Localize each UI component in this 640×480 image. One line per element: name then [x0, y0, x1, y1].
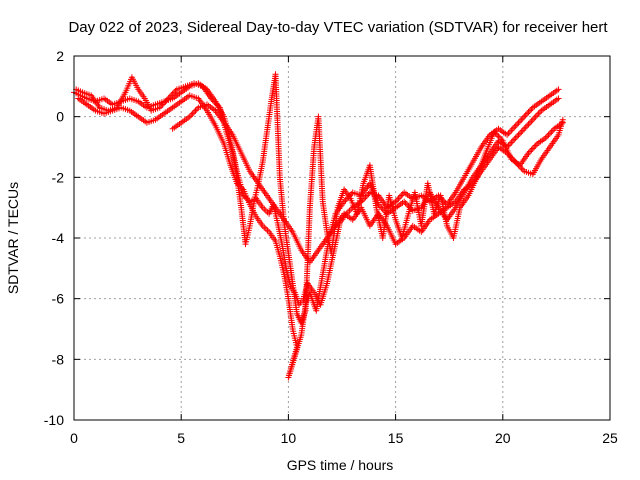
data-point-s2	[555, 95, 562, 102]
data-point-s1	[545, 131, 552, 138]
data-point-s2	[524, 122, 531, 129]
data-point-s1	[528, 147, 535, 154]
data-point-s2	[519, 127, 526, 134]
data-point-s3	[188, 112, 195, 119]
data-point-s0	[519, 115, 526, 122]
data-point-s2	[522, 124, 529, 131]
x-axis-label: GPS time / hours	[287, 457, 394, 473]
y-tick-label: -10	[44, 412, 64, 428]
data-point-s1	[532, 142, 539, 149]
data-point-s0	[516, 118, 523, 125]
data-point-s1	[546, 130, 553, 137]
data-point-s1	[526, 148, 533, 155]
data-point-s3	[192, 107, 199, 114]
data-point-s3	[189, 110, 196, 117]
x-tick-label: 25	[602, 430, 618, 446]
data-point-s3	[518, 165, 525, 172]
data-point-s2	[516, 130, 523, 137]
data-point-s0	[526, 107, 533, 114]
data-point-s0	[524, 110, 531, 117]
data-point-s2	[521, 125, 528, 132]
data-point-s0	[518, 116, 525, 123]
x-tick-label: 10	[281, 430, 297, 446]
data-point-s0	[528, 106, 535, 113]
data-point-s0	[394, 197, 401, 204]
data-point-s2	[525, 121, 532, 128]
data-point-s2	[529, 116, 536, 123]
data-point-s2	[514, 133, 521, 140]
axis-ticks: 0 5 10 15 20 25 -10 -8 -6 -4 -2 0 2	[44, 48, 618, 446]
data-point-s1	[548, 128, 555, 135]
data-point-s0	[525, 109, 532, 116]
data-point-s1	[549, 127, 556, 134]
x-tick-label: 5	[177, 430, 185, 446]
y-tick-label: -8	[52, 351, 65, 367]
data-point-s0	[521, 113, 528, 120]
data-point-s1	[544, 133, 551, 140]
y-tick-label: 0	[56, 109, 64, 125]
data-point-s2	[526, 119, 533, 126]
y-tick-label: -4	[52, 230, 65, 246]
data-point-s1	[531, 144, 538, 150]
data-point-s2	[534, 112, 541, 119]
data-point-s0	[511, 124, 518, 131]
data-point-s2	[402, 200, 409, 207]
data-point-s0	[508, 127, 515, 134]
data-point-s2	[515, 131, 522, 138]
x-tick-label: 20	[495, 430, 511, 446]
data-point-s0	[396, 194, 403, 201]
data-point-s2	[512, 134, 519, 141]
chart-title: Day 022 of 2023, Sidereal Day-to-day VTE…	[68, 19, 608, 36]
data-point-s3	[559, 116, 566, 123]
data-point-s2	[518, 128, 525, 135]
data-point-s2	[531, 115, 538, 122]
y-axis-label: SDTVAR / TECUs	[5, 182, 21, 294]
x-tick-label: 15	[388, 430, 404, 446]
data-points	[71, 71, 566, 381]
data-point-s2	[536, 109, 543, 116]
data-point-s0	[505, 130, 512, 137]
data-point-s2	[535, 110, 542, 117]
data-point-s0	[514, 121, 521, 128]
data-point-s3	[191, 109, 198, 116]
data-point-s2	[509, 137, 516, 144]
y-tick-label: -6	[52, 291, 65, 307]
y-tick-label: -2	[52, 169, 65, 185]
data-point-s0	[395, 195, 402, 202]
data-point-s2	[532, 113, 539, 120]
data-point-s0	[522, 112, 529, 119]
y-tick-label: 2	[56, 48, 64, 64]
data-point-s2	[508, 139, 515, 146]
data-point-s0	[512, 122, 519, 129]
data-point-s0	[555, 86, 562, 93]
x-tick-label: 0	[70, 430, 78, 446]
data-point-s2	[511, 136, 518, 143]
data-point-s1	[529, 145, 536, 152]
data-point-s0	[509, 125, 516, 132]
data-point-s0	[515, 119, 522, 126]
data-point-s2	[528, 118, 535, 125]
